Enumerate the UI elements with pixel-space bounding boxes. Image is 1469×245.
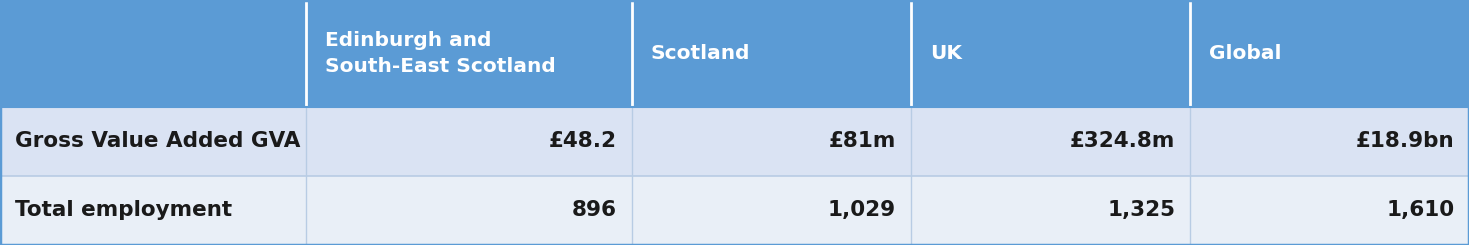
Text: £81m: £81m: [829, 131, 896, 151]
Text: 1,325: 1,325: [1108, 200, 1175, 220]
Text: 1,610: 1,610: [1387, 200, 1454, 220]
Bar: [911, 176, 1190, 245]
Text: £18.9bn: £18.9bn: [1356, 131, 1454, 151]
Bar: [0, 0, 306, 107]
Text: UK: UK: [930, 44, 962, 63]
Bar: [632, 107, 911, 176]
Bar: [306, 176, 632, 245]
Bar: [632, 0, 911, 107]
Bar: [306, 0, 632, 107]
Bar: [1190, 0, 1469, 107]
Bar: [1190, 107, 1469, 176]
Bar: [632, 176, 911, 245]
Text: Edinburgh and
South-East Scotland: Edinburgh and South-East Scotland: [325, 31, 555, 76]
Text: £48.2: £48.2: [549, 131, 617, 151]
Text: Gross Value Added GVA: Gross Value Added GVA: [15, 131, 300, 151]
Bar: [1190, 176, 1469, 245]
Bar: [0, 107, 306, 176]
Bar: [911, 0, 1190, 107]
Bar: [911, 107, 1190, 176]
Bar: [0, 176, 306, 245]
Text: Total employment: Total employment: [15, 200, 232, 220]
Bar: [306, 107, 632, 176]
Text: £324.8m: £324.8m: [1069, 131, 1175, 151]
Text: Scotland: Scotland: [651, 44, 751, 63]
Text: Global: Global: [1209, 44, 1281, 63]
Text: 1,029: 1,029: [829, 200, 896, 220]
Text: 896: 896: [571, 200, 617, 220]
